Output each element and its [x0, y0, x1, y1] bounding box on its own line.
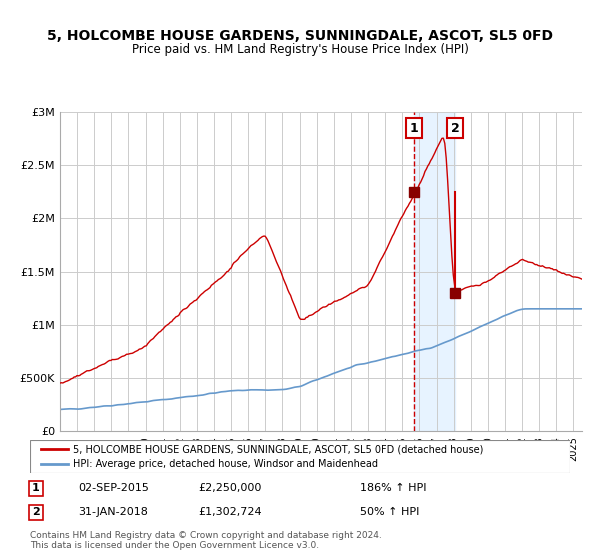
Text: Contains HM Land Registry data © Crown copyright and database right 2024.
This d: Contains HM Land Registry data © Crown c…	[30, 530, 382, 550]
Text: Price paid vs. HM Land Registry's House Price Index (HPI): Price paid vs. HM Land Registry's House …	[131, 43, 469, 56]
Text: 2: 2	[32, 507, 40, 517]
Bar	[574, 112, 582, 431]
FancyBboxPatch shape	[30, 440, 570, 473]
Text: 31-JAN-2018: 31-JAN-2018	[78, 507, 148, 517]
Text: 1: 1	[32, 483, 40, 493]
Text: £2,250,000: £2,250,000	[198, 483, 262, 493]
Text: 02-SEP-2015: 02-SEP-2015	[78, 483, 149, 493]
Text: HPI: Average price, detached house, Windsor and Maidenhead: HPI: Average price, detached house, Wind…	[73, 459, 378, 469]
Bar	[414, 112, 455, 431]
Text: 1: 1	[409, 122, 418, 134]
Text: 5, HOLCOMBE HOUSE GARDENS, SUNNINGDALE, ASCOT, SL5 0FD (detached house): 5, HOLCOMBE HOUSE GARDENS, SUNNINGDALE, …	[73, 444, 484, 454]
Text: 50% ↑ HPI: 50% ↑ HPI	[360, 507, 419, 517]
Text: 5, HOLCOMBE HOUSE GARDENS, SUNNINGDALE, ASCOT, SL5 0FD: 5, HOLCOMBE HOUSE GARDENS, SUNNINGDALE, …	[47, 29, 553, 44]
Text: £1,302,724: £1,302,724	[198, 507, 262, 517]
Text: 2: 2	[451, 122, 460, 134]
Text: 186% ↑ HPI: 186% ↑ HPI	[360, 483, 427, 493]
